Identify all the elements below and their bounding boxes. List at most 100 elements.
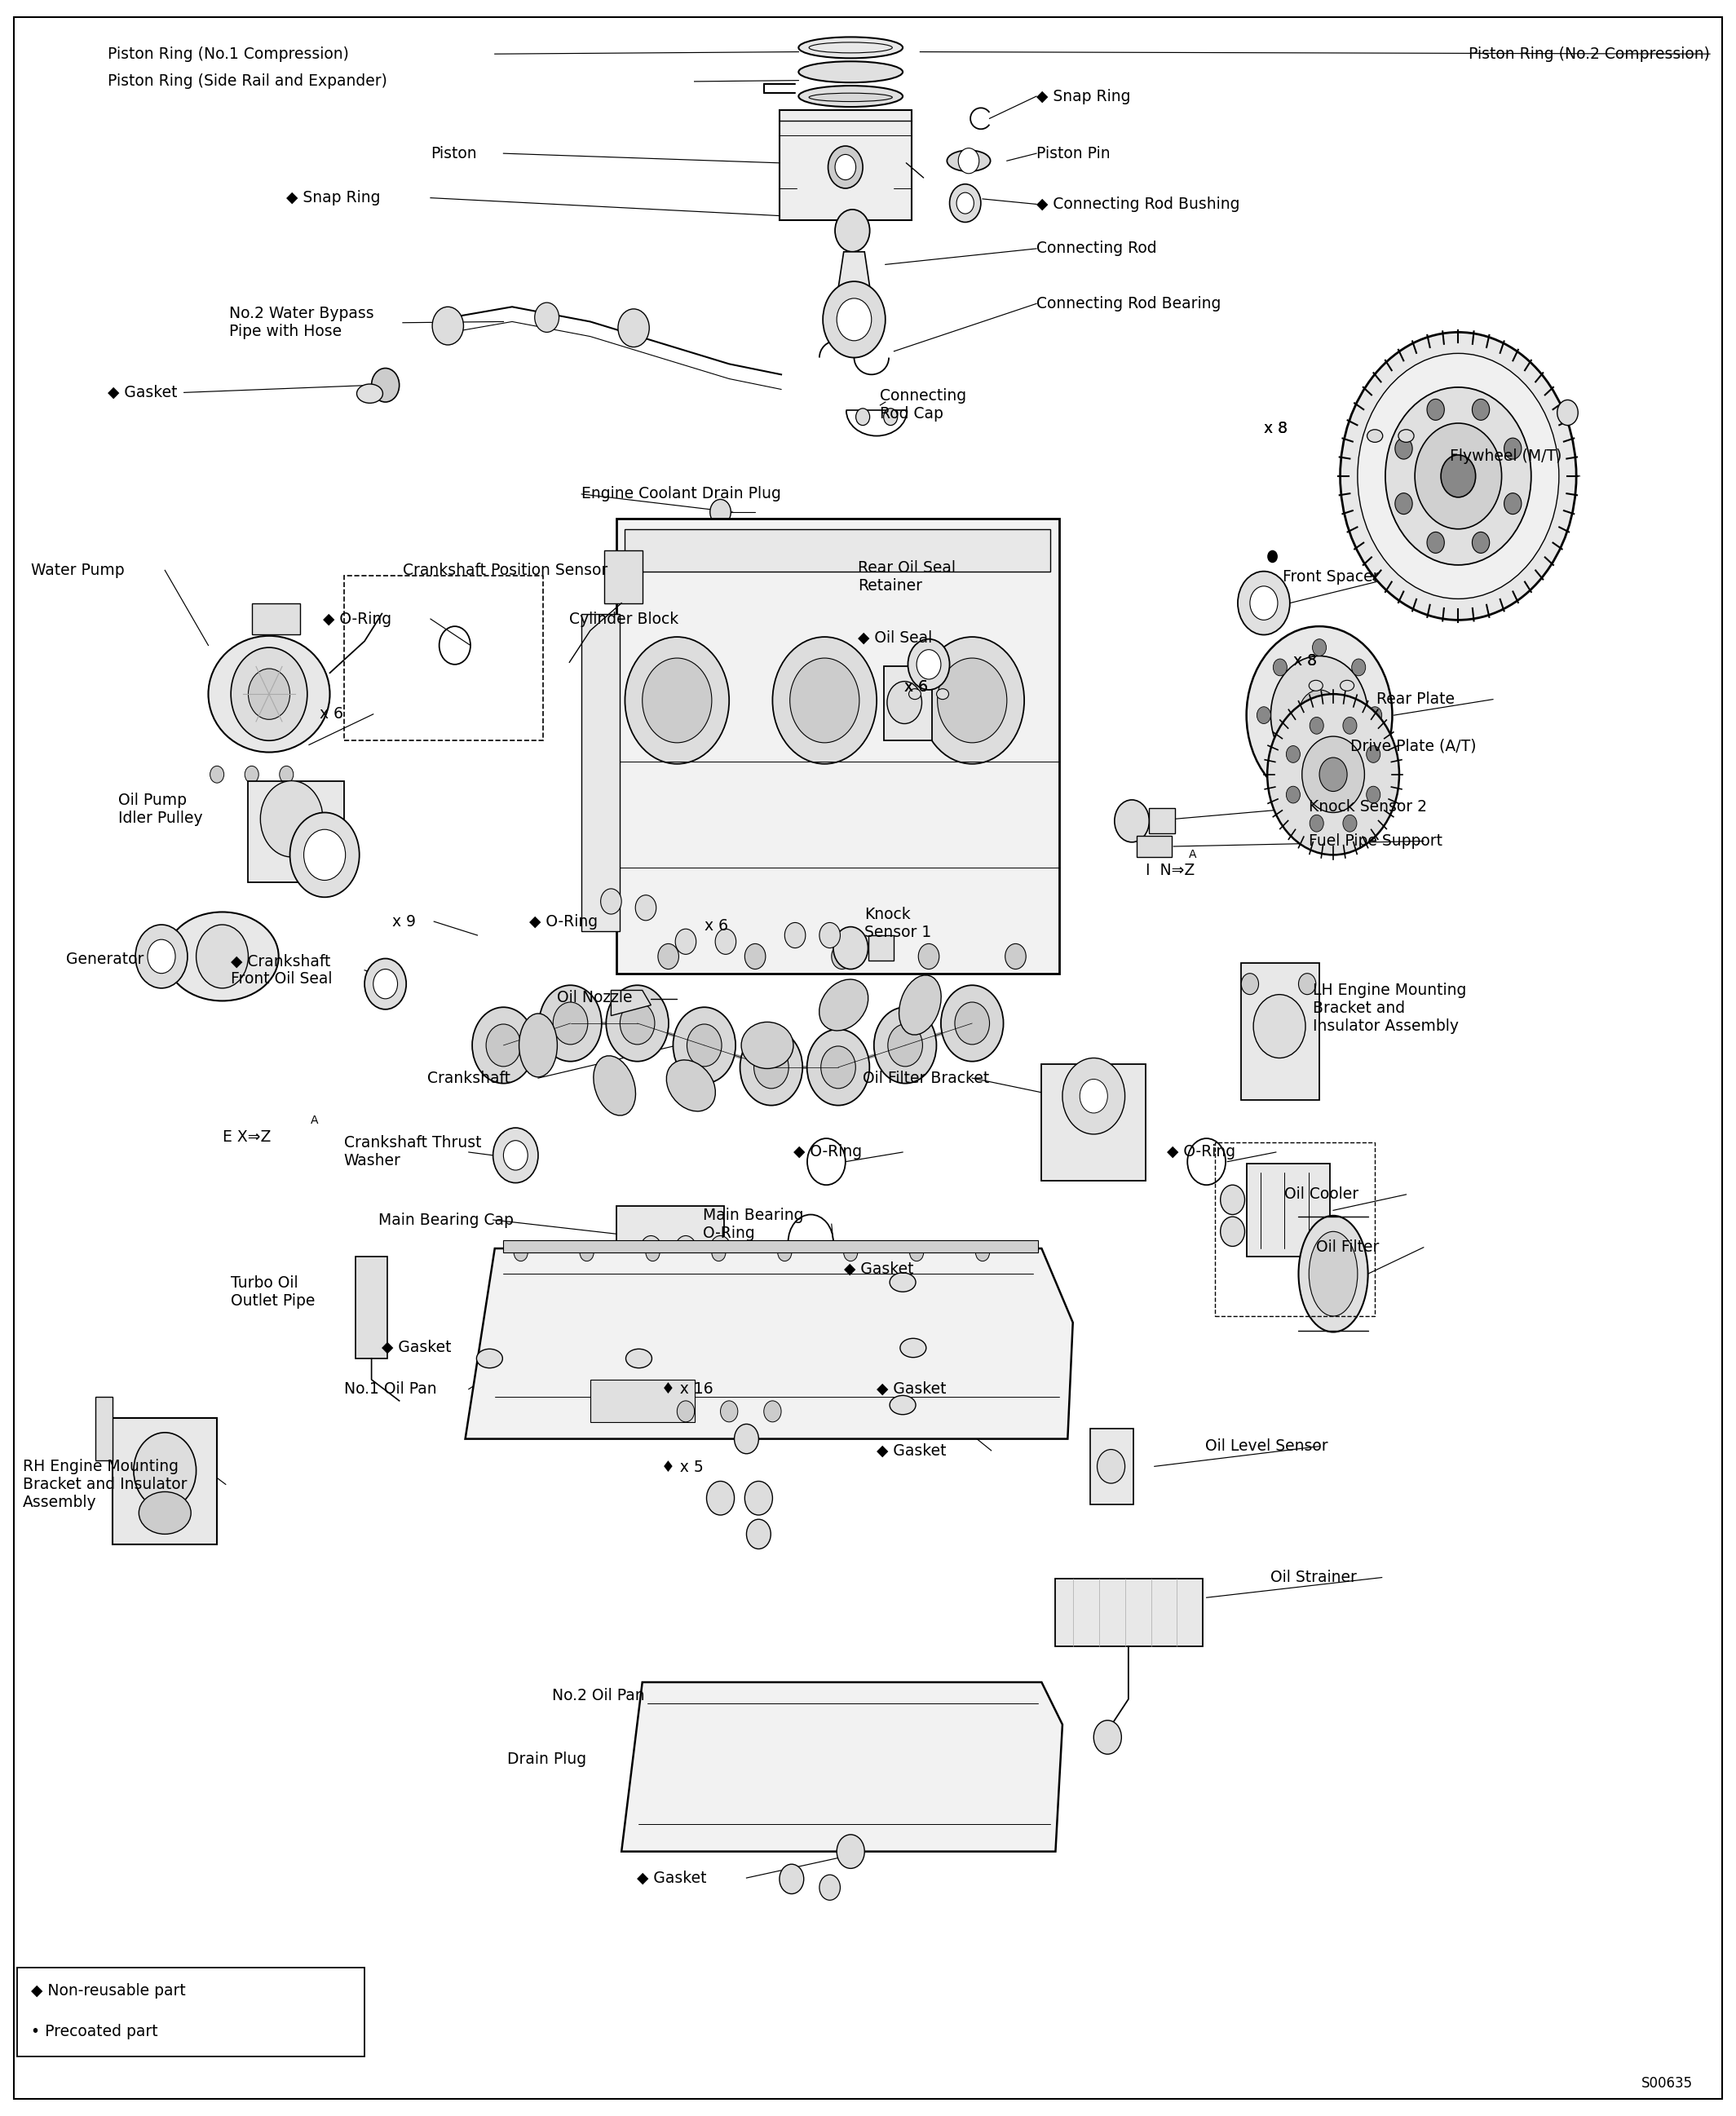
Circle shape — [1344, 717, 1358, 734]
Circle shape — [580, 1244, 594, 1261]
Polygon shape — [621, 1682, 1062, 1852]
Text: Drive Plate (A/T): Drive Plate (A/T) — [1351, 738, 1477, 753]
Circle shape — [715, 929, 736, 954]
Text: ◆ Gasket: ◆ Gasket — [637, 1871, 707, 1885]
Circle shape — [134, 1433, 196, 1509]
Ellipse shape — [1368, 430, 1384, 442]
Text: • Precoated part: • Precoated part — [31, 2023, 158, 2040]
Circle shape — [210, 766, 224, 783]
Circle shape — [823, 281, 885, 358]
Circle shape — [1220, 1217, 1245, 1246]
Circle shape — [1286, 745, 1300, 762]
Circle shape — [832, 944, 852, 969]
Circle shape — [290, 813, 359, 897]
Circle shape — [819, 923, 840, 948]
Ellipse shape — [1309, 681, 1323, 690]
Circle shape — [1062, 1058, 1125, 1134]
Circle shape — [1080, 1079, 1108, 1113]
Circle shape — [1427, 531, 1444, 552]
Text: Main Bearing Cap: Main Bearing Cap — [378, 1212, 514, 1227]
Bar — [616, 1206, 724, 1291]
Circle shape — [554, 1003, 589, 1045]
Text: No.2 Water Bypass
Pipe with Hose: No.2 Water Bypass Pipe with Hose — [229, 307, 373, 339]
Text: ◆ O-Ring: ◆ O-Ring — [793, 1145, 863, 1160]
Circle shape — [753, 1045, 788, 1088]
Circle shape — [1302, 736, 1364, 813]
Bar — [248, 781, 344, 882]
Text: Oil Level Sensor: Oil Level Sensor — [1205, 1439, 1328, 1454]
Text: ◆ O-Ring: ◆ O-Ring — [1167, 1145, 1236, 1160]
Circle shape — [835, 209, 870, 252]
Text: x 8: x 8 — [1293, 654, 1318, 669]
Circle shape — [835, 154, 856, 180]
Circle shape — [1557, 400, 1578, 425]
Bar — [1149, 808, 1175, 834]
Circle shape — [873, 1007, 936, 1083]
Bar — [344, 576, 543, 741]
Circle shape — [734, 1424, 759, 1454]
Circle shape — [1309, 815, 1323, 832]
Circle shape — [1253, 995, 1305, 1058]
Circle shape — [1366, 745, 1380, 762]
Circle shape — [1246, 626, 1392, 804]
Circle shape — [642, 658, 712, 743]
Polygon shape — [465, 1248, 1073, 1439]
Bar — [625, 529, 1050, 571]
Circle shape — [514, 1244, 528, 1261]
Circle shape — [625, 637, 729, 764]
Circle shape — [958, 148, 979, 174]
Text: x 6: x 6 — [904, 679, 929, 694]
Circle shape — [790, 658, 859, 743]
Bar — [590, 1380, 694, 1422]
Bar — [582, 614, 620, 931]
Circle shape — [887, 681, 922, 724]
Text: Connecting Rod Bearing: Connecting Rod Bearing — [1036, 296, 1220, 311]
Text: ♦ x 16: ♦ x 16 — [661, 1382, 713, 1397]
Ellipse shape — [799, 61, 903, 83]
Ellipse shape — [167, 912, 278, 1001]
Circle shape — [687, 1024, 722, 1066]
Circle shape — [618, 309, 649, 347]
Circle shape — [1415, 423, 1502, 529]
Text: Oil Pump
Idler Pulley: Oil Pump Idler Pulley — [118, 794, 203, 825]
Circle shape — [807, 1028, 870, 1105]
Circle shape — [1271, 656, 1368, 774]
Text: ◆ Snap Ring: ◆ Snap Ring — [286, 190, 380, 205]
Text: Drain Plug: Drain Plug — [507, 1752, 587, 1767]
Circle shape — [937, 658, 1007, 743]
Text: Oil Filter: Oil Filter — [1316, 1240, 1378, 1255]
Text: Flywheel (M/T): Flywheel (M/T) — [1450, 449, 1562, 463]
Circle shape — [918, 944, 939, 969]
Circle shape — [304, 829, 345, 880]
Text: Knock Sensor 2: Knock Sensor 2 — [1309, 800, 1427, 815]
Circle shape — [606, 986, 668, 1062]
Circle shape — [493, 1128, 538, 1183]
Text: Crankshaft Position Sensor: Crankshaft Position Sensor — [403, 563, 608, 578]
Circle shape — [821, 1045, 856, 1088]
Ellipse shape — [899, 975, 941, 1035]
Text: Turbo Oil
Outlet Pipe: Turbo Oil Outlet Pipe — [231, 1276, 316, 1308]
Text: x 8: x 8 — [1264, 421, 1288, 436]
Bar — [1246, 1164, 1330, 1257]
Text: x 6: x 6 — [904, 679, 929, 694]
Ellipse shape — [667, 1060, 715, 1111]
Ellipse shape — [1340, 681, 1354, 690]
Circle shape — [1220, 1185, 1245, 1215]
Bar — [779, 110, 911, 220]
Text: I  N⇒Z: I N⇒Z — [1146, 863, 1194, 878]
Circle shape — [856, 408, 870, 425]
Circle shape — [950, 184, 981, 222]
Circle shape — [746, 1519, 771, 1549]
Ellipse shape — [1299, 1215, 1368, 1333]
Bar — [356, 1257, 387, 1358]
Circle shape — [1094, 1720, 1121, 1754]
Text: Crankshaft: Crankshaft — [427, 1071, 510, 1086]
Circle shape — [1472, 531, 1489, 552]
Circle shape — [828, 146, 863, 188]
Circle shape — [1368, 707, 1382, 724]
Circle shape — [1238, 571, 1290, 635]
Bar — [252, 603, 300, 635]
Circle shape — [844, 1244, 858, 1261]
Circle shape — [745, 1481, 773, 1515]
Circle shape — [1257, 707, 1271, 724]
